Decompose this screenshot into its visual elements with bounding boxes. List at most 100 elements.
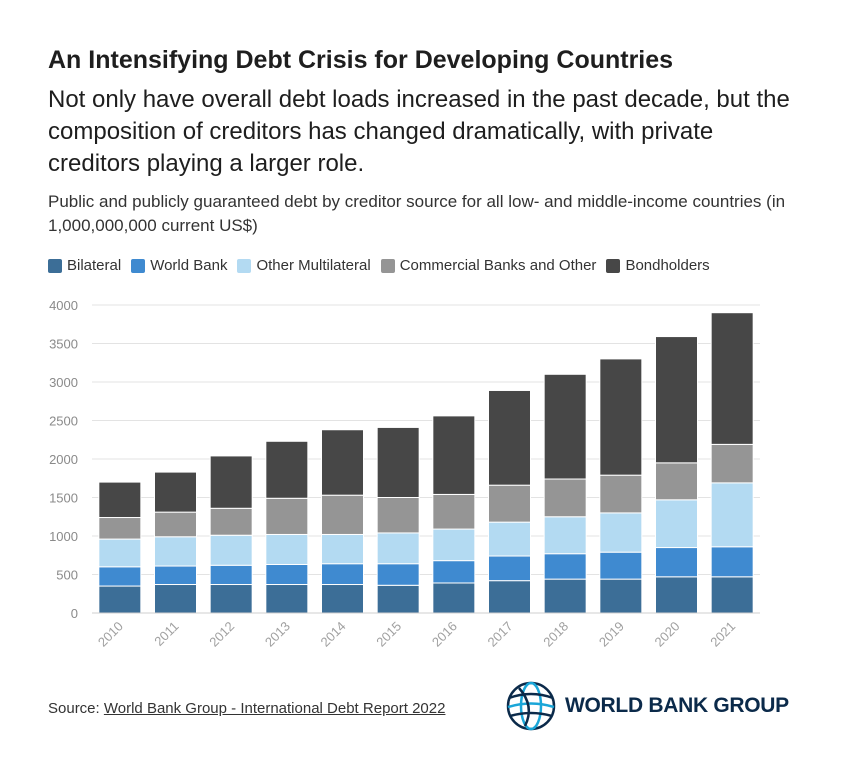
bar-segment-bondholders: [488, 389, 531, 486]
bar-segment-bondholders: [98, 481, 142, 519]
bar-segment-bilateral: [655, 576, 698, 614]
bar-segment-bilateral: [432, 582, 476, 614]
x-tick-label: 2018: [540, 619, 571, 650]
x-tick-label: 2012: [206, 619, 237, 650]
world-bank-logo: WORLD BANK GROUP: [505, 680, 789, 732]
legend-label: Bilateral: [67, 257, 122, 274]
legend-item-0: Bilateral: [48, 257, 121, 274]
y-tick-label: 3500: [49, 337, 78, 352]
bar-segment-world-bank: [98, 566, 142, 587]
bar-segment-bondholders: [432, 415, 476, 495]
bar-segment-commercial-banks-and-other: [432, 493, 476, 530]
bar-segment-bondholders: [265, 440, 309, 499]
bar-segment-other-multilateral: [98, 538, 142, 568]
bar-segment-commercial-banks-and-other: [265, 497, 309, 535]
bar-segment-bilateral: [154, 584, 197, 614]
bar-segment-other-multilateral: [209, 534, 253, 566]
legend-item-2: Other Multilateral: [237, 257, 371, 274]
bar-segment-bilateral: [209, 584, 253, 614]
bar-segment-commercial-banks-and-other: [543, 478, 587, 518]
bar-segment-commercial-banks-and-other: [488, 484, 531, 523]
bar-segment-bilateral: [488, 580, 531, 614]
bar-segment-bilateral: [98, 585, 142, 614]
bar-segment-world-bank: [432, 560, 476, 584]
bar-segment-other-multilateral: [655, 499, 698, 549]
legend-item-1: World Bank: [131, 257, 227, 274]
x-tick-label: 2017: [485, 619, 516, 650]
bar-segment-world-bank: [209, 564, 253, 586]
x-tick-label: 2015: [373, 619, 404, 650]
legend-label: Bondholders: [625, 257, 710, 274]
bar-segment-bilateral: [321, 584, 364, 614]
legend-swatch: [237, 258, 252, 273]
bar-segment-world-bank: [710, 546, 754, 578]
bar-segment-commercial-banks-and-other: [321, 494, 364, 535]
bar-segment-bondholders: [209, 455, 253, 509]
bar-segment-commercial-banks-and-other: [154, 511, 197, 538]
bar-segment-world-bank: [265, 563, 309, 586]
y-tick-label: 3000: [49, 375, 78, 390]
globe-icon: [506, 681, 556, 731]
bar-segment-bondholders: [710, 312, 754, 445]
legend-swatch: [606, 258, 621, 273]
bar-segment-commercial-banks-and-other: [98, 517, 142, 540]
bar-segment-world-bank: [321, 563, 364, 586]
y-tick-label: 500: [56, 568, 78, 583]
bar-segment-bondholders: [154, 471, 197, 513]
bar-segment-commercial-banks-and-other: [209, 507, 253, 536]
bar-segment-bondholders: [655, 336, 698, 464]
legend-item-3: Commercial Banks and Other: [380, 257, 597, 274]
bar-segment-commercial-banks-and-other: [655, 462, 698, 501]
legend-swatch: [380, 258, 395, 273]
bar-segment-commercial-banks-and-other: [710, 443, 754, 484]
bar-segment-bilateral: [543, 578, 587, 614]
bar-segment-bondholders: [376, 426, 420, 498]
bar-segment-world-bank: [488, 555, 531, 582]
x-tick-label: 2010: [95, 619, 126, 650]
legend-item-4: Bondholders: [606, 257, 710, 274]
bar-segment-other-multilateral: [376, 532, 420, 565]
y-tick-label: 0: [71, 606, 78, 621]
chart-title: An Intensifying Debt Crisis for Developi…: [48, 46, 674, 74]
y-tick-label: 2500: [49, 414, 78, 429]
bar-segment-other-multilateral: [488, 521, 531, 557]
bar-segment-other-multilateral: [432, 528, 476, 562]
bar-segment-bilateral: [265, 584, 309, 614]
logo-text: WORLD BANK GROUP: [565, 694, 789, 717]
x-tick-label: 2021: [707, 619, 738, 650]
x-tick-label: 2020: [652, 619, 683, 650]
bar-segment-world-bank: [655, 547, 698, 578]
bar-segment-other-multilateral: [599, 512, 643, 553]
bar-segment-other-multilateral: [543, 516, 587, 555]
y-tick-label: 1500: [49, 491, 78, 506]
x-tick-label: 2011: [151, 619, 181, 649]
chart-legend: Bilateral World Bank Other Multilateral Com…: [48, 257, 720, 274]
y-tick-label: 4000: [49, 298, 78, 313]
chart-subtitle: Not only have overall debt loads increas…: [48, 86, 790, 177]
x-tick-label: 2014: [318, 619, 349, 650]
legend-label: World Bank: [150, 257, 228, 274]
legend-swatch: [131, 258, 146, 273]
source-link[interactable]: World Bank Group - International Debt Re…: [103, 700, 446, 717]
bar-segment-bondholders: [599, 358, 643, 476]
bar-segment-other-multilateral: [321, 533, 364, 565]
y-tick-label: 1000: [49, 529, 78, 544]
bar-segment-other-multilateral: [154, 536, 197, 567]
x-tick-label: 2016: [429, 619, 460, 650]
legend-swatch: [48, 258, 62, 273]
legend-label: Commercial Banks and Other: [399, 257, 597, 274]
bar-segment-world-bank: [599, 551, 643, 580]
bar-segment-bilateral: [376, 584, 420, 614]
source-citation: Source: World Bank Group - International…: [48, 700, 445, 717]
bar-segment-world-bank: [154, 565, 197, 586]
x-tick-label: 2019: [596, 619, 627, 650]
bar-segment-other-multilateral: [710, 482, 754, 548]
bar-segment-other-multilateral: [265, 533, 309, 565]
bar-segment-commercial-banks-and-other: [376, 497, 420, 534]
chart-description: Public and publicly guaranteed debt by c…: [48, 192, 786, 235]
y-tick-label: 2000: [49, 452, 78, 467]
x-tick-label: 2013: [262, 619, 293, 650]
bar-segment-bilateral: [599, 578, 643, 614]
bar-segment-world-bank: [376, 563, 420, 586]
bar-segment-bilateral: [710, 576, 754, 614]
